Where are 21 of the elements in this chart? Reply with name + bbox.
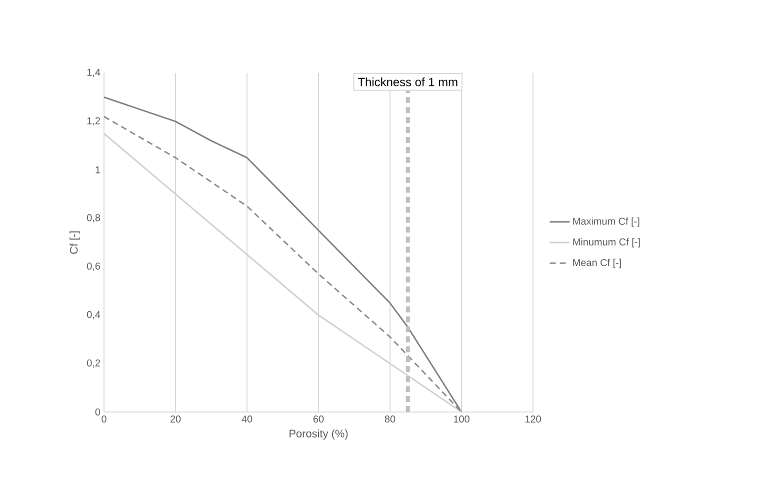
x-tick-label: 100 [454, 416, 470, 423]
legend-label: Maximum Cf [-] [573, 217, 640, 227]
x-tick-label: 80 [384, 416, 396, 423]
x-tick-label: 120 [525, 416, 541, 423]
x-axis-title: Porosity (%) [290, 429, 348, 440]
y-tick-label: 0,8 [87, 214, 100, 222]
y-axis-title: Cf [-] [70, 231, 80, 254]
y-tick-label: 0,2 [87, 359, 100, 368]
y-tick-label: 1,4 [87, 68, 100, 78]
legend-label: Minumum Cf [-] [573, 238, 640, 248]
legend-label: Mean Cf [-] [573, 258, 621, 268]
x-tick-label: 60 [313, 416, 324, 423]
x-tick-label: 0 [102, 416, 106, 423]
y-tick-label: 1,2 [87, 117, 100, 126]
y-tick-label: 0 [95, 408, 100, 416]
x-tick-label: 20 [170, 416, 181, 423]
y-tick-label: 1 [96, 166, 100, 174]
x-tick-label: 40 [242, 416, 252, 423]
y-tick-label: 0,4 [87, 311, 100, 320]
y-tick-label: 0,6 [87, 262, 100, 271]
ref-line-label: Thickness of 1 mm [358, 77, 458, 86]
